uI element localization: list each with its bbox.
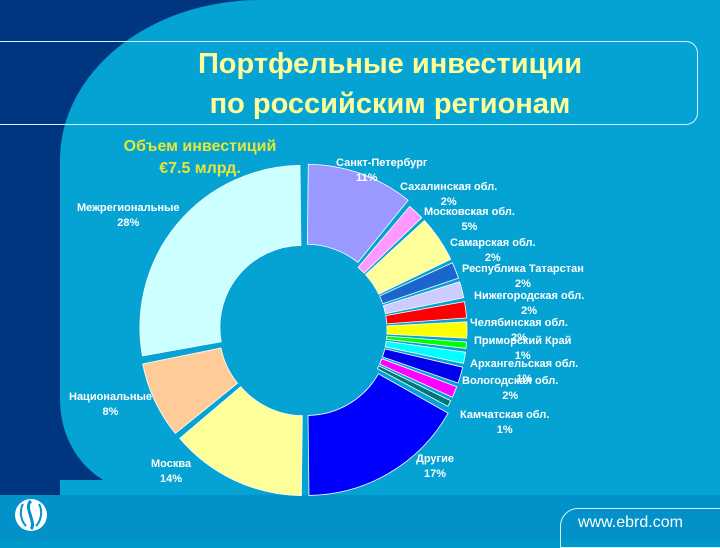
label-national: Национальные 8% bbox=[69, 391, 152, 418]
donut-slice bbox=[382, 281, 465, 315]
donut-slice bbox=[386, 335, 467, 349]
subtitle-line-2: €7.5 млрд. bbox=[159, 160, 241, 177]
label-spb: Санкт-Петербург 11% bbox=[336, 157, 428, 184]
donut-slice bbox=[307, 373, 449, 496]
label-arkhangelsk: Архангельская обл. 1% bbox=[470, 358, 579, 385]
label-kamchatka: Камчатская обл. 1% bbox=[460, 409, 550, 436]
donut-slice bbox=[381, 348, 464, 384]
donut-slice bbox=[306, 163, 409, 263]
donut-slice bbox=[179, 386, 303, 497]
donut-slice bbox=[379, 262, 459, 305]
label-primorsky: Приморский Край 1% bbox=[474, 335, 572, 362]
title-line-2: по российским регионам bbox=[209, 88, 571, 120]
label-vologda: Вологодская обл. 2% bbox=[462, 375, 559, 402]
label-interregional: Межрегиональные 28% bbox=[77, 202, 180, 229]
footer-band bbox=[0, 495, 720, 540]
label-samara: Самарская обл. 2% bbox=[450, 237, 536, 264]
label-moscow-oblast: Московская обл. 5% bbox=[424, 206, 515, 233]
investment-volume: Объем инвестиций €7.5 млрд. bbox=[80, 136, 320, 180]
label-moscow: Москва 14% bbox=[151, 458, 192, 485]
slide-title: Портфельные инвестиции по российским рег… bbox=[100, 44, 680, 124]
donut-slice bbox=[376, 365, 452, 407]
donut-slice bbox=[139, 165, 302, 357]
donut-slice bbox=[385, 301, 467, 325]
subtitle-line-1: Объем инвестиций bbox=[123, 138, 277, 155]
label-others: Другие 17% bbox=[416, 453, 454, 480]
donut-slice bbox=[142, 347, 239, 435]
label-nizhny: Нижегородская обл. 2% bbox=[474, 290, 585, 317]
ebrd-logo-icon bbox=[15, 499, 47, 531]
donut-slice bbox=[357, 205, 423, 274]
donut-slice bbox=[386, 321, 468, 339]
donut-slice bbox=[384, 340, 466, 364]
donut-slice bbox=[379, 358, 458, 398]
label-sakhalin: Сахалинская обл. 2% bbox=[400, 181, 498, 208]
donut-hole bbox=[224, 249, 386, 411]
footer-url-link[interactable]: www.ebrd.com bbox=[578, 514, 683, 531]
label-tatarstan: Республика Татарстан 2% bbox=[462, 263, 584, 290]
title-line-1: Портфельные инвестиции bbox=[197, 48, 583, 80]
donut-slice bbox=[364, 219, 452, 295]
label-chelyabinsk: Челябинская обл. 2% bbox=[470, 317, 568, 344]
title-frame bbox=[0, 41, 698, 125]
